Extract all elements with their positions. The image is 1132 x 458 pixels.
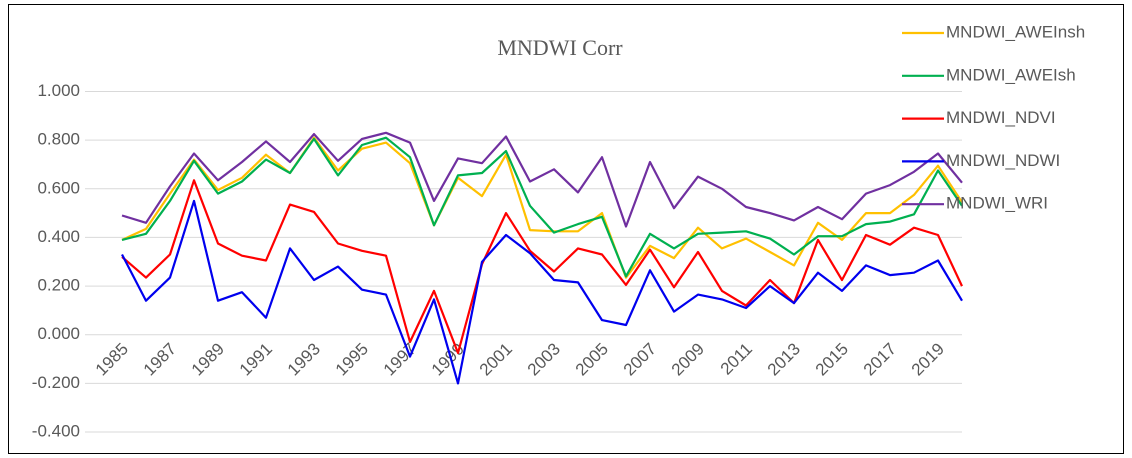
legend-label: MNDWI_AWEInsh xyxy=(946,22,1085,41)
legend-label: MNDWI_NDVI xyxy=(946,108,1056,127)
legend-label: MNDWI_AWEIsh xyxy=(946,65,1076,84)
y-tick-label: 0.200 xyxy=(37,276,80,295)
legend-label: MNDWI_WRI xyxy=(946,194,1048,213)
series-line xyxy=(121,199,963,385)
series-line xyxy=(121,131,963,228)
series-line xyxy=(121,136,963,279)
series-line xyxy=(121,136,963,278)
y-tick-label: 0.000 xyxy=(37,324,80,343)
y-tick-label: -0.400 xyxy=(32,421,80,440)
y-tick-label: 0.600 xyxy=(37,178,80,197)
series-line xyxy=(121,179,963,355)
legend-label: MNDWI_NDWI xyxy=(946,151,1060,170)
y-tick-label: 1.000 xyxy=(37,81,80,100)
chart-title: MNDWI Corr xyxy=(497,35,623,60)
y-tick-label: 0.800 xyxy=(37,130,80,149)
y-tick-label: -0.200 xyxy=(32,373,80,392)
y-tick-label: 0.400 xyxy=(37,227,80,246)
